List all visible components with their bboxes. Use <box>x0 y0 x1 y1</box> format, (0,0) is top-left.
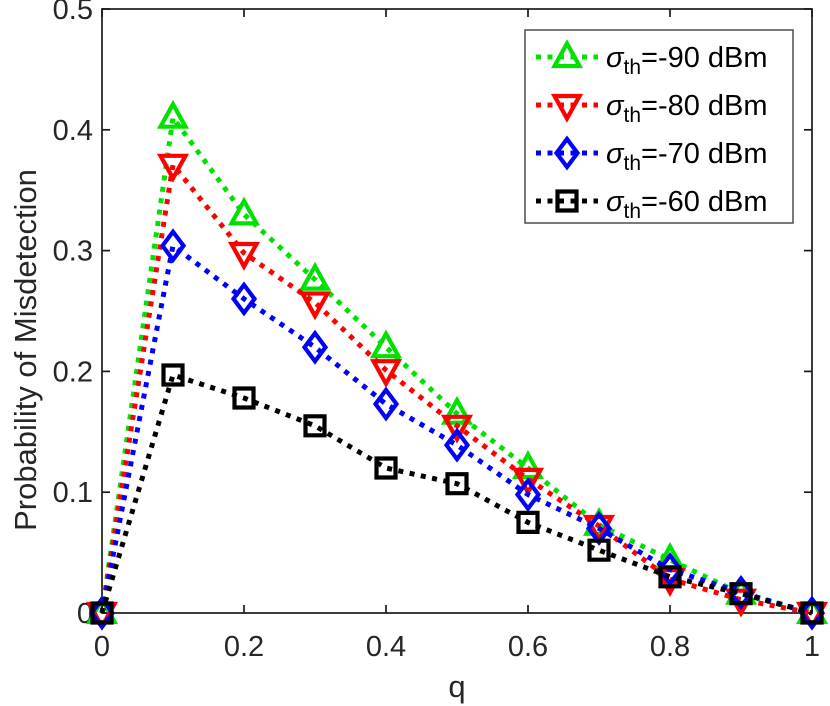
y-tick-label: 0.5 <box>53 0 93 26</box>
diamond-marker-icon <box>553 135 581 171</box>
triangle-up-marker-icon <box>550 39 584 69</box>
square-marker-icon <box>90 601 114 625</box>
x-axis-label: q <box>448 669 465 704</box>
diamond-marker-icon <box>159 228 187 264</box>
triangle-down-marker-icon <box>227 241 261 271</box>
series-line <box>99 162 813 616</box>
y-axis-label: Probability of Misdetection <box>8 169 43 531</box>
legend-entry-1: σth=-80 dBm <box>536 90 768 127</box>
triangle-down-marker-icon <box>298 291 332 321</box>
series-line <box>99 115 813 616</box>
y-tick-label: 0.3 <box>53 236 93 268</box>
triangle-up-marker-icon <box>511 450 545 480</box>
triangle-down-marker-icon <box>511 467 545 497</box>
triangle-up-marker-icon <box>369 329 403 359</box>
square-marker-icon <box>303 414 327 438</box>
triangle-up-marker-icon <box>156 99 190 129</box>
y-tick-label: 0.1 <box>53 477 93 509</box>
diamond-marker-icon <box>798 595 826 631</box>
triangle-up-marker-icon <box>227 196 261 226</box>
x-tick-label: 0.2 <box>224 631 264 663</box>
diamond-marker-icon <box>372 386 400 422</box>
diamond-marker-icon <box>88 595 116 631</box>
series-line <box>99 372 813 616</box>
triangle-up-marker-icon <box>298 261 332 291</box>
data-series <box>85 99 829 631</box>
triangle-down-marker-icon <box>550 93 584 123</box>
square-marker-icon <box>587 538 611 562</box>
triangle-down-marker-icon <box>440 414 474 444</box>
legend-label: σth=-80 dBm <box>606 90 768 127</box>
plot-area-border <box>101 8 813 614</box>
series-3 <box>90 363 824 625</box>
legend-entry-3: σth=-60 dBm <box>536 186 768 223</box>
legend-entry-0: σth=-90 dBm <box>536 39 768 79</box>
legend-label: σth=-60 dBm <box>606 186 768 223</box>
diamond-marker-icon <box>727 575 755 610</box>
x-tick-label: 0.8 <box>650 631 690 663</box>
x-tick-label: 0 <box>94 631 110 663</box>
square-marker-icon <box>555 189 579 213</box>
y-tick-label: 0.4 <box>53 115 93 147</box>
diamond-marker-icon <box>230 281 258 317</box>
x-tick-label: 0.6 <box>508 631 548 663</box>
diamond-marker-icon <box>656 552 684 587</box>
square-marker-icon <box>729 582 753 606</box>
y-tick-label: 0.2 <box>53 356 93 388</box>
triangle-down-marker-icon <box>369 359 403 389</box>
square-marker-icon <box>161 363 185 387</box>
square-marker-icon <box>516 510 540 535</box>
diamond-marker-icon <box>514 477 542 513</box>
square-marker-icon <box>374 456 398 480</box>
triangle-down-marker-icon <box>156 153 190 183</box>
x-tick-label: 1 <box>804 631 820 663</box>
legend-entry-2: σth=-70 dBm <box>536 135 768 175</box>
square-marker-icon <box>232 386 256 410</box>
series-line <box>99 243 813 616</box>
x-tick-label: 0.4 <box>366 631 406 663</box>
square-marker-icon <box>445 472 469 496</box>
axis-ticks: 0 0.2 0.4 0.6 0.8 100.10.20.30.40.5 <box>53 0 820 663</box>
legend: σth=-90 dBm σth=-80 dBm σth=-70 dBm σth=-60… <box>524 29 794 224</box>
square-marker-icon <box>658 565 682 589</box>
legend-label: σth=-70 dBm <box>606 138 768 175</box>
legend-label: σth=-90 dBm <box>606 42 768 79</box>
diamond-marker-icon <box>301 329 329 365</box>
diamond-marker-icon <box>443 427 471 463</box>
square-marker-icon <box>800 601 824 625</box>
